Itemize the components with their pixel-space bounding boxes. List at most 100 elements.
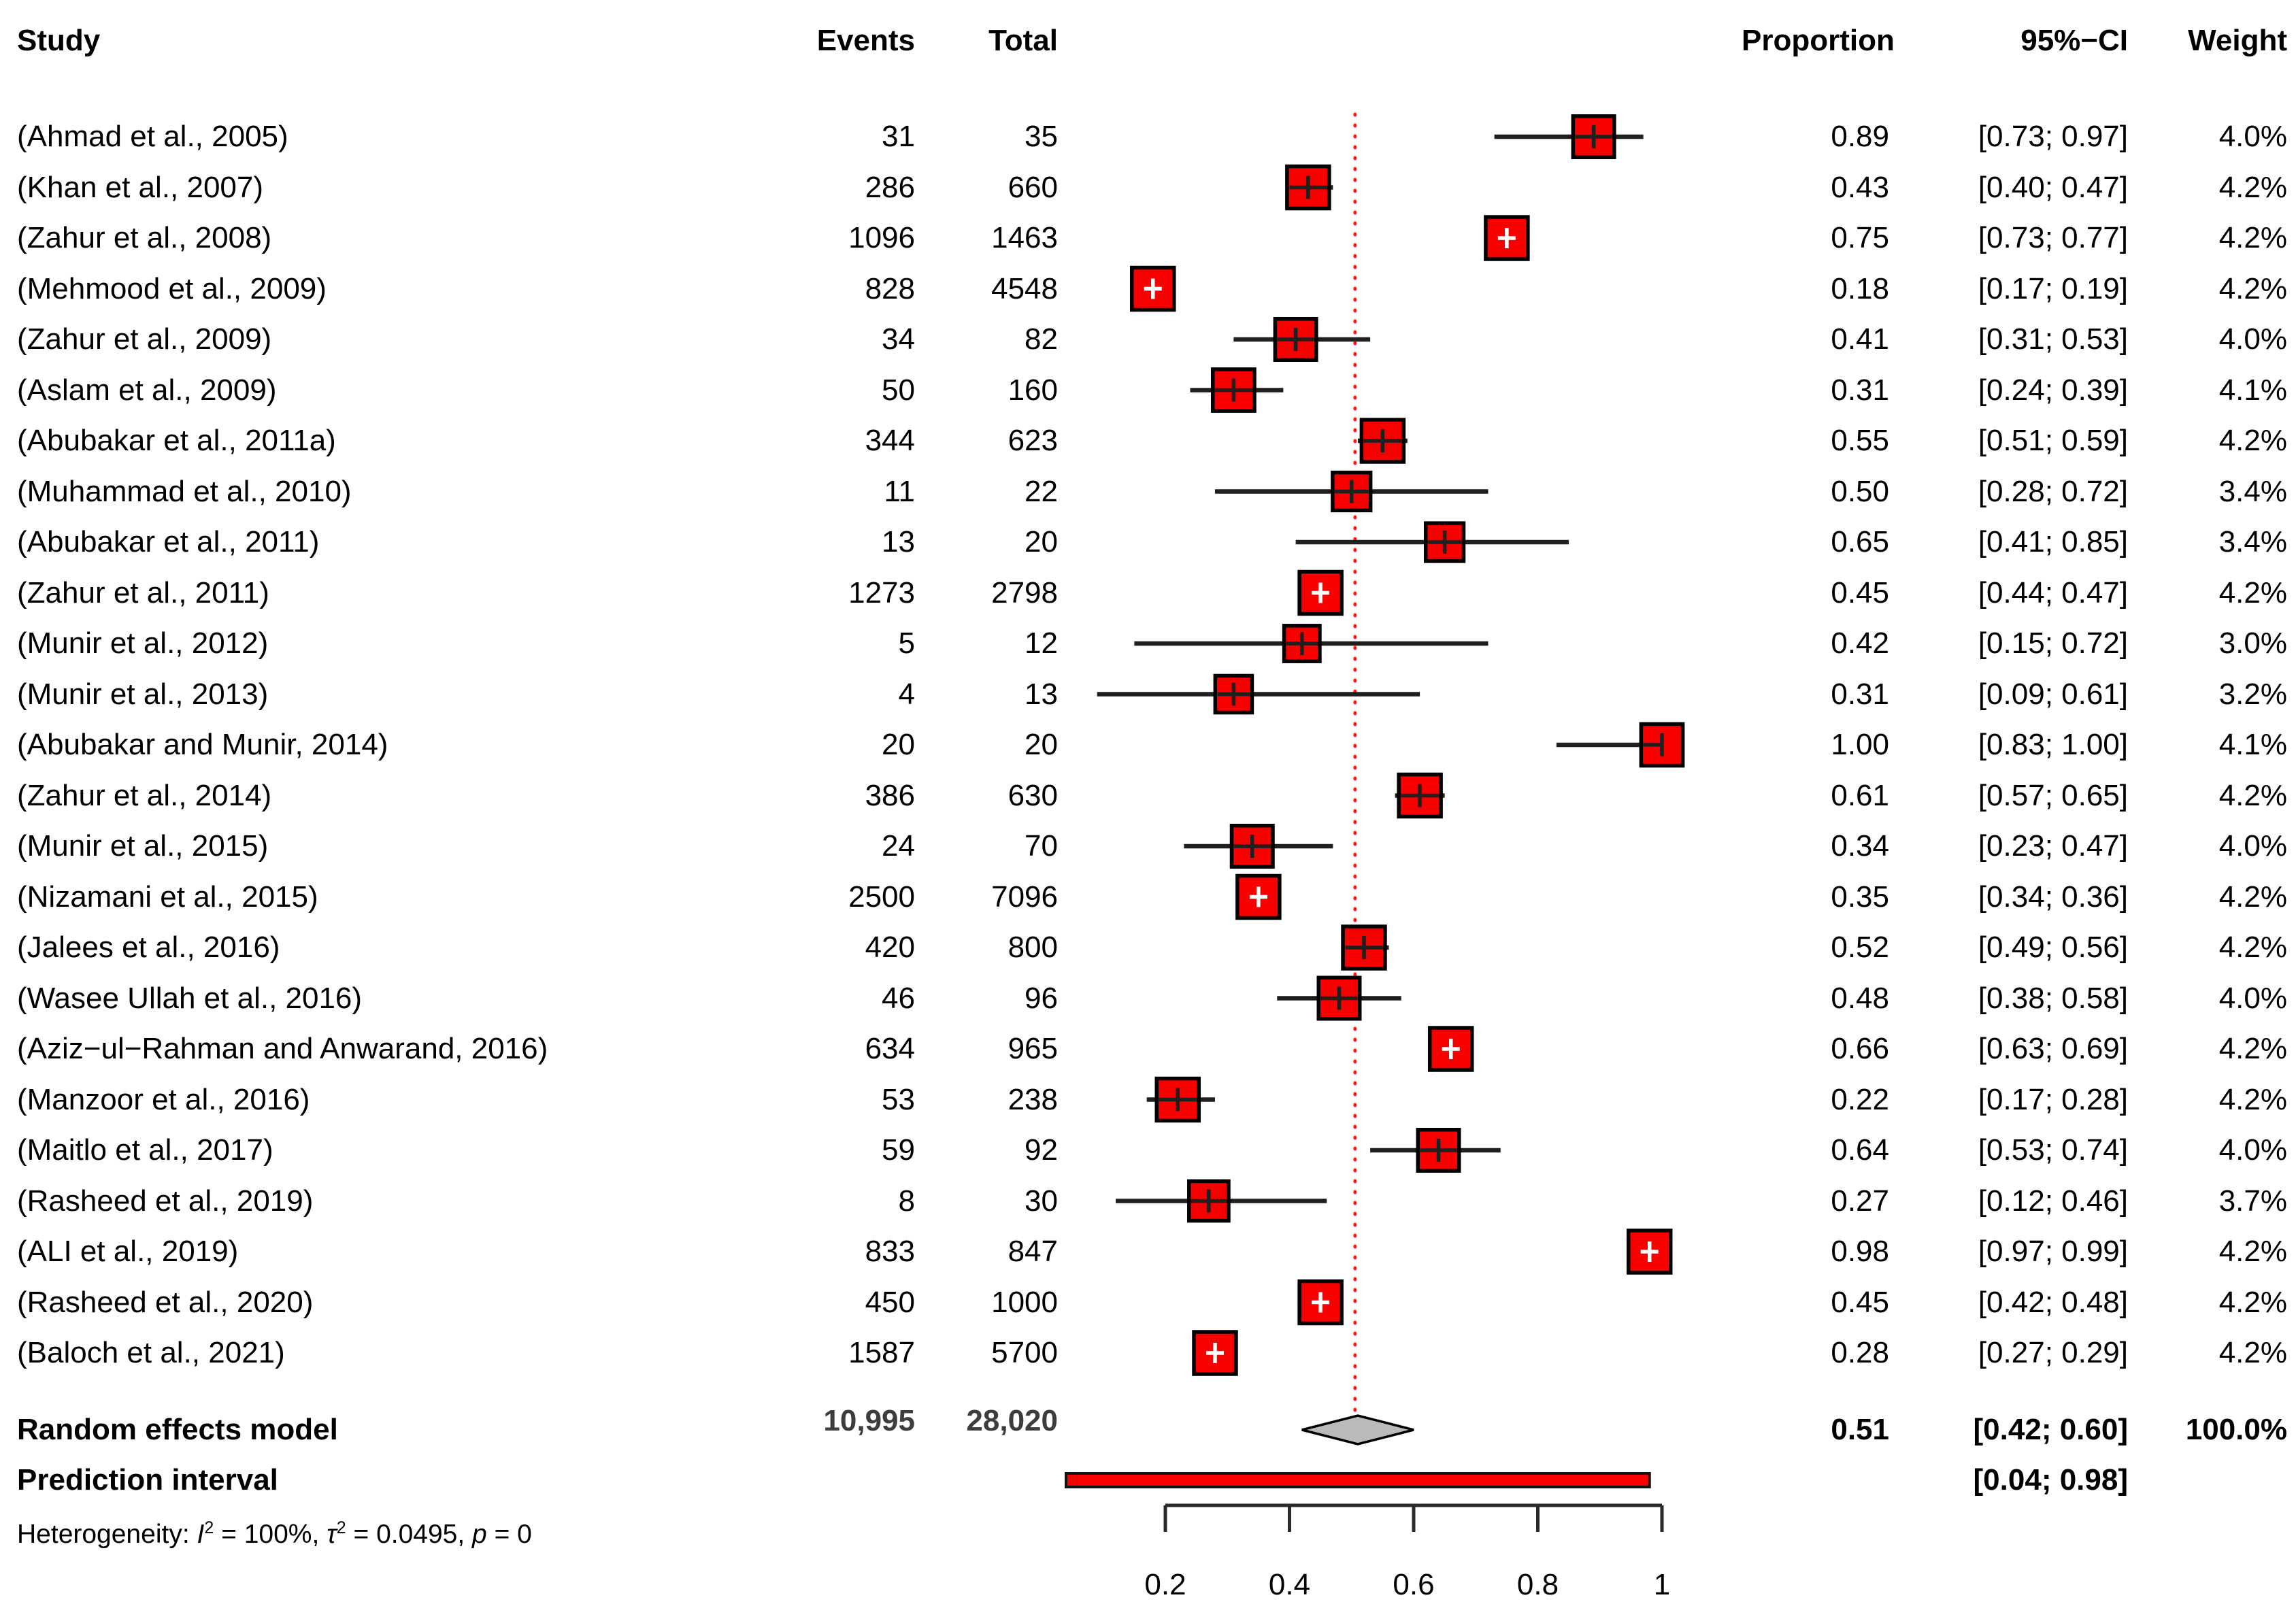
weight-value: 4.0% xyxy=(2218,829,2287,863)
weight-value: 4.2% xyxy=(2218,221,2287,254)
total-value: 92 xyxy=(1025,1133,1058,1167)
weight-value: 4.2% xyxy=(2218,170,2287,204)
total-value: 30 xyxy=(1025,1184,1058,1218)
ci-value: [0.73; 0.97] xyxy=(1978,120,2128,153)
study-label: (Aziz−ul−Rahman and Anwarand, 2016) xyxy=(17,1032,548,1065)
events-value: 1273 xyxy=(848,575,915,609)
study-label: (Rasheed et al., 2020) xyxy=(17,1285,314,1319)
events-value: 386 xyxy=(865,778,915,812)
weight-value: 3.0% xyxy=(2218,626,2287,660)
proportion-value: 0.28 xyxy=(1831,1336,1889,1369)
study-label: (Zahur et al., 2014) xyxy=(17,778,272,812)
events-value: 46 xyxy=(882,981,915,1015)
proportion-value: 0.22 xyxy=(1831,1082,1889,1116)
prediction-interval-ci: [0.04; 0.98] xyxy=(1973,1463,2128,1497)
total-value: 20 xyxy=(1025,728,1058,761)
study-label: (Zahur et al., 2008) xyxy=(17,221,272,254)
proportion-value: 0.50 xyxy=(1831,474,1889,508)
events-value: 34 xyxy=(882,322,915,356)
column-header-proportion: Proportion xyxy=(1742,24,1895,57)
total-value: 238 xyxy=(1008,1082,1058,1116)
ci-value: [0.27; 0.29] xyxy=(1978,1336,2128,1369)
weight-value: 4.2% xyxy=(2218,575,2287,609)
weight-value: 4.2% xyxy=(2218,1235,2287,1268)
total-value: 965 xyxy=(1008,1032,1058,1065)
ci-value: [0.41; 0.85] xyxy=(1978,525,2128,558)
total-value: 623 xyxy=(1008,424,1058,457)
study-label: (Aslam et al., 2009) xyxy=(17,373,277,407)
total-value: 35 xyxy=(1025,120,1058,153)
study-label: (Zahur et al., 2009) xyxy=(17,322,272,356)
events-value: 420 xyxy=(865,931,915,964)
study-label: (Jalees et al., 2016) xyxy=(17,931,280,964)
column-header-study: Study xyxy=(17,24,101,57)
proportion-value: 0.65 xyxy=(1831,525,1889,558)
weight-value: 4.2% xyxy=(2218,880,2287,914)
x-axis-tick-label: 0.8 xyxy=(1516,1568,1559,1601)
summary-label: Random effects model xyxy=(17,1413,338,1446)
study-label: (Abubakar et al., 2011a) xyxy=(17,424,336,457)
total-value: 630 xyxy=(1008,778,1058,812)
weight-value: 4.2% xyxy=(2218,1336,2287,1369)
weight-value: 4.2% xyxy=(2218,271,2287,305)
x-axis-tick-label: 0.2 xyxy=(1144,1568,1186,1601)
ci-value: [0.17; 0.19] xyxy=(1978,271,2128,305)
ci-value: [0.34; 0.36] xyxy=(1978,880,2128,914)
study-label: (Munir et al., 2013) xyxy=(17,677,269,711)
total-value: 660 xyxy=(1008,170,1058,204)
events-value: 5 xyxy=(898,626,915,660)
effect-square xyxy=(1484,215,1530,261)
events-value: 1587 xyxy=(848,1336,915,1369)
events-value: 20 xyxy=(882,728,915,761)
heterogeneity-note: Heterogeneity: I2 = 100%, τ2 = 0.0495, p… xyxy=(17,1514,532,1555)
ci-value: [0.24; 0.39] xyxy=(1978,373,2128,407)
weight-value: 3.4% xyxy=(2218,474,2287,508)
weight-value: 4.0% xyxy=(2218,120,2287,153)
ci-value: [0.44; 0.47] xyxy=(1978,575,2128,609)
study-label: (Wasee Ullah et al., 2016) xyxy=(17,981,363,1015)
heterogeneity-text-segment: 2 xyxy=(336,1518,346,1537)
ci-value: [0.51; 0.59] xyxy=(1978,424,2128,457)
proportion-value: 0.34 xyxy=(1831,829,1889,863)
ci-value: [0.73; 0.77] xyxy=(1978,221,2128,254)
weight-value: 4.1% xyxy=(2218,373,2287,407)
weight-value: 4.1% xyxy=(2218,728,2287,761)
heterogeneity-text-segment: I xyxy=(197,1520,205,1549)
events-value: 4 xyxy=(898,677,915,711)
study-label: (Manzoor et al., 2016) xyxy=(17,1082,310,1116)
weight-value: 4.2% xyxy=(2218,1082,2287,1116)
study-label: (Maitlo et al., 2017) xyxy=(17,1133,273,1167)
proportion-value: 0.42 xyxy=(1831,626,1889,660)
proportion-value: 0.45 xyxy=(1831,575,1889,609)
heterogeneity-text-segment: Heterogeneity: xyxy=(17,1520,197,1549)
total-value: 4548 xyxy=(991,271,1058,305)
weight-value: 3.4% xyxy=(2218,525,2287,558)
weight-value: 4.2% xyxy=(2218,1032,2287,1065)
weight-value: 3.7% xyxy=(2218,1184,2287,1218)
summary-diamond xyxy=(1301,1414,1414,1445)
proportion-value: 0.48 xyxy=(1831,981,1889,1015)
x-axis-tick-label: 0.4 xyxy=(1268,1568,1311,1601)
proportion-value: 0.27 xyxy=(1831,1184,1889,1218)
ci-value: [0.09; 0.61] xyxy=(1978,677,2128,711)
study-label: (Ahmad et al., 2005) xyxy=(17,120,288,153)
study-label: (Zahur et al., 2011) xyxy=(17,575,269,609)
study-label: (Abubakar and Munir, 2014) xyxy=(17,728,388,761)
x-axis-tick-label: 1 xyxy=(1653,1568,1671,1601)
events-value: 828 xyxy=(865,271,915,305)
proportion-value: 0.35 xyxy=(1831,880,1889,914)
ci-value: [0.23; 0.47] xyxy=(1978,829,2128,863)
proportion-value: 0.31 xyxy=(1831,677,1889,711)
proportion-value: 0.45 xyxy=(1831,1285,1889,1319)
ci-value: [0.83; 1.00] xyxy=(1978,728,2128,761)
heterogeneity-text-segment: 2 xyxy=(204,1518,214,1537)
total-value: 160 xyxy=(1008,373,1058,407)
events-value: 11 xyxy=(884,474,915,508)
total-value: 2798 xyxy=(991,575,1058,609)
heterogeneity-text-segment: = 100%, xyxy=(214,1520,327,1549)
column-header-ci: 95%−CI xyxy=(2020,24,2128,57)
proportion-value: 0.52 xyxy=(1831,931,1889,964)
proportion-value: 0.66 xyxy=(1831,1032,1889,1065)
